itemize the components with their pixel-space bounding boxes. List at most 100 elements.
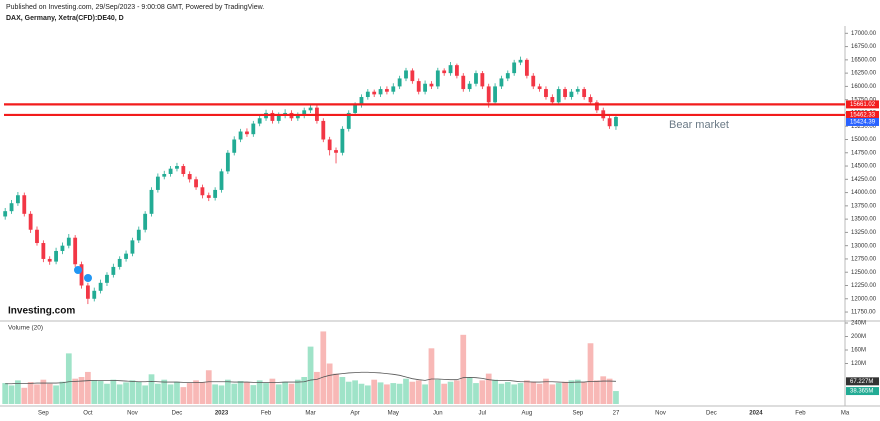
- volume-bar: [142, 385, 149, 404]
- x-tick-label: Sep: [572, 411, 583, 417]
- y-tick-label: 13500.00: [851, 217, 877, 223]
- volume-tick-label: 240M: [851, 321, 866, 327]
- volume-bar: [441, 383, 448, 404]
- candle-body: [518, 59, 523, 63]
- y-tick-label: 12250.00: [851, 283, 877, 289]
- volume-bar: [581, 382, 588, 404]
- candle-body: [575, 89, 580, 92]
- candle-body: [251, 123, 256, 135]
- volume-bar: [549, 384, 556, 404]
- candle-body: [480, 73, 485, 87]
- y-tick-label: 17000.00: [851, 31, 877, 37]
- candle-body: [302, 110, 307, 116]
- volume-bar: [460, 334, 467, 404]
- volume-bar: [396, 383, 403, 404]
- candle-body: [537, 86, 542, 90]
- volume-bar: [180, 387, 187, 404]
- candle-body: [582, 89, 587, 98]
- y-tick-label: 14750.00: [851, 150, 877, 156]
- last-price-label: 15424.39: [850, 120, 876, 126]
- x-tick-label: 2023: [215, 411, 229, 417]
- candle-body: [524, 59, 529, 76]
- x-tick-label: Aug: [522, 411, 533, 417]
- candle-body: [232, 139, 237, 153]
- volume-bar: [371, 379, 378, 404]
- x-tick-label: Nov: [127, 411, 138, 417]
- x-tick-label: Apr: [350, 411, 359, 417]
- event-marker[interactable]: [74, 266, 82, 274]
- y-tick-label: 11750.00: [851, 310, 876, 316]
- level-label: 15661.02: [850, 102, 876, 108]
- candle-body: [569, 91, 574, 98]
- candle-body: [467, 83, 472, 90]
- y-tick-label: 13250.00: [851, 230, 877, 236]
- candle-body: [410, 70, 415, 82]
- candle-body: [499, 78, 504, 87]
- y-tick-label: 12000.00: [851, 296, 877, 302]
- y-tick-label: 16750.00: [851, 44, 877, 50]
- volume-ma-line: [5, 371, 616, 385]
- chart-title: DAX, Germany, Xetra(CFD):DE40, D: [6, 15, 124, 22]
- candle-body: [219, 171, 224, 190]
- candle-body: [340, 128, 345, 153]
- volume-bar: [345, 381, 352, 404]
- candle-body: [200, 187, 205, 196]
- volume-bar: [403, 378, 409, 404]
- volume-bar: [543, 378, 549, 404]
- candle-body: [136, 229, 141, 241]
- x-tick-label: 27: [613, 411, 620, 417]
- candle-body: [474, 73, 478, 84]
- candle-body: [563, 89, 567, 98]
- candle-body: [130, 240, 135, 254]
- candle-body: [225, 152, 230, 172]
- volume-bar: [8, 385, 15, 404]
- volume-bar: [454, 380, 460, 404]
- volume-bar: [339, 377, 346, 404]
- volume-bar: [587, 343, 594, 404]
- volume-bar: [606, 378, 613, 404]
- candle-body: [73, 237, 78, 265]
- volume-bar: [301, 377, 308, 404]
- volume-bar: [307, 346, 314, 404]
- volume-bar: [536, 383, 543, 404]
- candle-body: [117, 258, 122, 267]
- logo: Investing.com: [8, 306, 75, 317]
- candle-body: [308, 107, 313, 111]
- candle-body: [404, 70, 408, 79]
- candle-body: [334, 150, 338, 153]
- volume-bar: [466, 377, 473, 404]
- volume-bar: [2, 383, 9, 404]
- candle-body: [327, 139, 332, 151]
- candle-body: [41, 243, 46, 259]
- volume-bar: [352, 380, 358, 404]
- volume-bar: [205, 370, 212, 404]
- volume-bar: [72, 378, 79, 404]
- candle-body: [257, 118, 262, 124]
- volume-bar: [224, 379, 231, 404]
- volume-bar: [511, 384, 518, 404]
- candle-body: [270, 112, 275, 121]
- volume-bar: [97, 381, 104, 404]
- candle-body: [35, 229, 39, 244]
- candle-body: [607, 118, 612, 127]
- volume-bar: [46, 383, 53, 404]
- x-tick-label: May: [388, 411, 399, 417]
- candle-body: [512, 62, 517, 74]
- volume-title: Volume (20): [8, 325, 43, 332]
- event-marker[interactable]: [84, 274, 92, 282]
- y-tick-label: 16250.00: [851, 71, 877, 77]
- candle-body: [550, 97, 555, 103]
- volume-bar: [504, 382, 511, 404]
- candle-body: [365, 91, 370, 98]
- y-tick-label: 12500.00: [851, 270, 877, 276]
- volume-bar: [574, 379, 581, 404]
- candle-body: [28, 213, 33, 230]
- volume-bar: [167, 384, 174, 404]
- candle-body: [429, 83, 434, 87]
- candle-body: [416, 81, 421, 92]
- candle-body: [353, 104, 358, 113]
- candle-body: [47, 258, 52, 262]
- candle-body: [245, 131, 249, 135]
- y-tick-label: 15750.00: [851, 97, 877, 103]
